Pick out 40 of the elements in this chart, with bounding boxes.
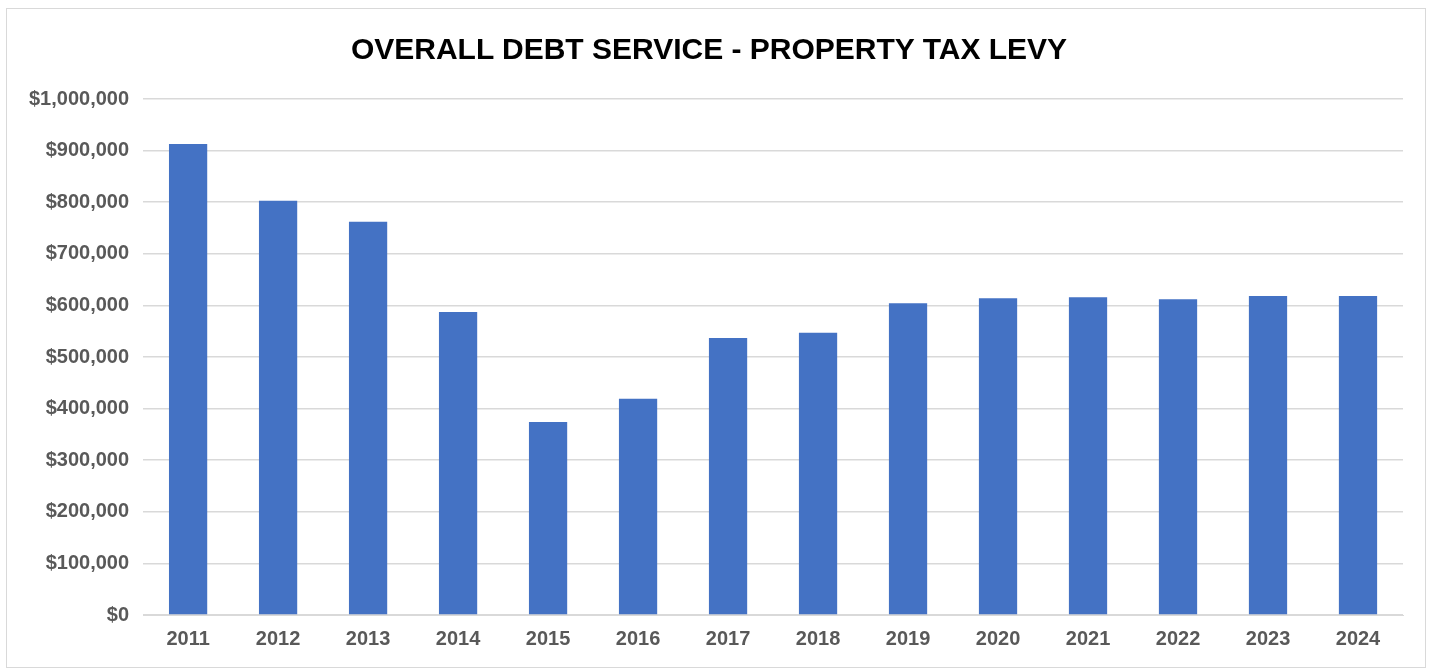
- bar: [348, 221, 388, 615]
- y-tick-label: $800,000: [45, 189, 130, 212]
- y-tick-label: $300,000: [45, 447, 130, 470]
- x-tick-label: 2011: [166, 626, 210, 649]
- x-tick-label: 2021: [1065, 626, 1111, 649]
- x-tick-label: 2015: [525, 626, 571, 649]
- bar: [618, 398, 658, 615]
- bar: [888, 303, 928, 615]
- y-tick-label: $200,000: [45, 499, 130, 522]
- x-tick-label: 2023: [1245, 626, 1291, 649]
- bar: [708, 337, 748, 615]
- x-tick-label: 2016: [615, 626, 661, 649]
- bar: [1158, 299, 1198, 615]
- y-tick-label: $1,000,000: [28, 86, 130, 109]
- y-tick-label: $400,000: [45, 396, 130, 419]
- x-tick-label: 2019: [885, 626, 931, 649]
- bar: [258, 200, 298, 615]
- bar: [168, 143, 208, 615]
- y-tick-label: $500,000: [45, 344, 130, 367]
- y-tick-label: $600,000: [45, 292, 130, 315]
- bar: [1068, 297, 1108, 615]
- bar: [528, 422, 568, 615]
- bar: [1248, 296, 1288, 615]
- y-tick-label: $900,000: [45, 138, 130, 161]
- bar: [1338, 296, 1378, 615]
- x-tick-label: 2013: [345, 626, 391, 649]
- x-tick-label: 2020: [975, 626, 1021, 649]
- x-tick-label: 2024: [1335, 626, 1382, 649]
- x-tick-label: 2022: [1155, 626, 1201, 649]
- chart-title: OVERALL DEBT SERVICE - PROPERTY TAX LEVY: [350, 32, 1068, 66]
- x-tick-label: 2018: [795, 626, 841, 649]
- y-tick-label: $700,000: [45, 241, 130, 264]
- x-tick-label: 2014: [435, 626, 482, 649]
- bar: [978, 298, 1018, 615]
- x-tick-label: 2017: [705, 626, 751, 649]
- bar: [438, 312, 478, 615]
- x-tick-label: 2012: [255, 626, 301, 649]
- y-tick-label: $100,000: [45, 550, 130, 573]
- y-tick-label: $0: [106, 602, 130, 625]
- bar: [798, 332, 838, 615]
